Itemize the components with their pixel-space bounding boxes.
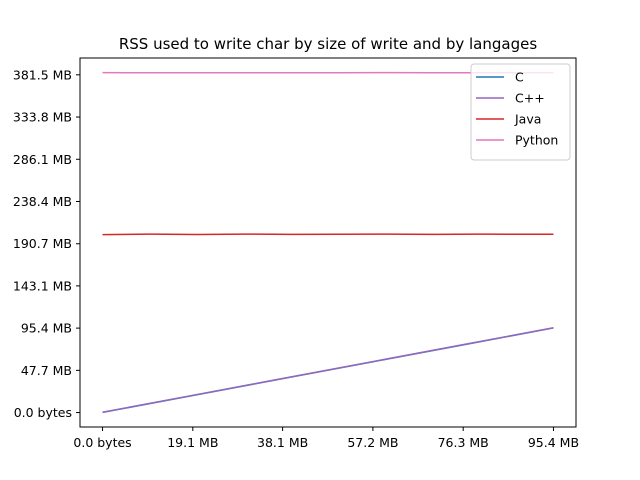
legend-label: Python: [515, 133, 558, 148]
y-tick-label: 143.1 MB: [13, 278, 72, 293]
x-axis: 0.0 bytes 19.1 MB 38.1 MB 57.2 MB 76.3 MB 95.…: [73, 427, 579, 450]
legend-label: Java: [514, 112, 541, 127]
x-tick-label: 0.0 bytes: [73, 435, 131, 450]
x-tick-label: 38.1 MB: [257, 435, 308, 450]
x-tick-label: 76.3 MB: [438, 435, 489, 450]
series-line-java: [102, 233, 554, 236]
legend: C C++ Java Python: [470, 63, 571, 161]
x-tick-label: 19.1 MB: [167, 435, 218, 450]
legend-label: C++: [515, 91, 545, 106]
x-tick-label: 57.2 MB: [347, 435, 398, 450]
x-tick-label: 95.4 MB: [528, 435, 579, 450]
series-line-cpp: [102, 327, 554, 413]
y-tick-label: 190.7 MB: [13, 236, 72, 251]
y-tick-label: 95.4 MB: [21, 321, 72, 336]
y-tick-label: 47.7 MB: [21, 363, 72, 378]
plot-area: [79, 57, 577, 428]
y-tick-label: 381.5 MB: [13, 67, 72, 82]
legend-label: C: [515, 70, 524, 85]
y-tick-label: 0.0 bytes: [14, 405, 72, 420]
legend-box: [470, 63, 571, 161]
y-tick-label: 333.8 MB: [13, 110, 72, 125]
y-tick-label: 238.4 MB: [13, 194, 72, 209]
chart-title: RSS used to write char by size of write …: [119, 35, 537, 53]
y-tick-label: 286.1 MB: [13, 152, 72, 167]
y-axis: 0.0 bytes 47.7 MB 95.4 MB 143.1 MB 190.7 MB 2…: [13, 67, 80, 420]
